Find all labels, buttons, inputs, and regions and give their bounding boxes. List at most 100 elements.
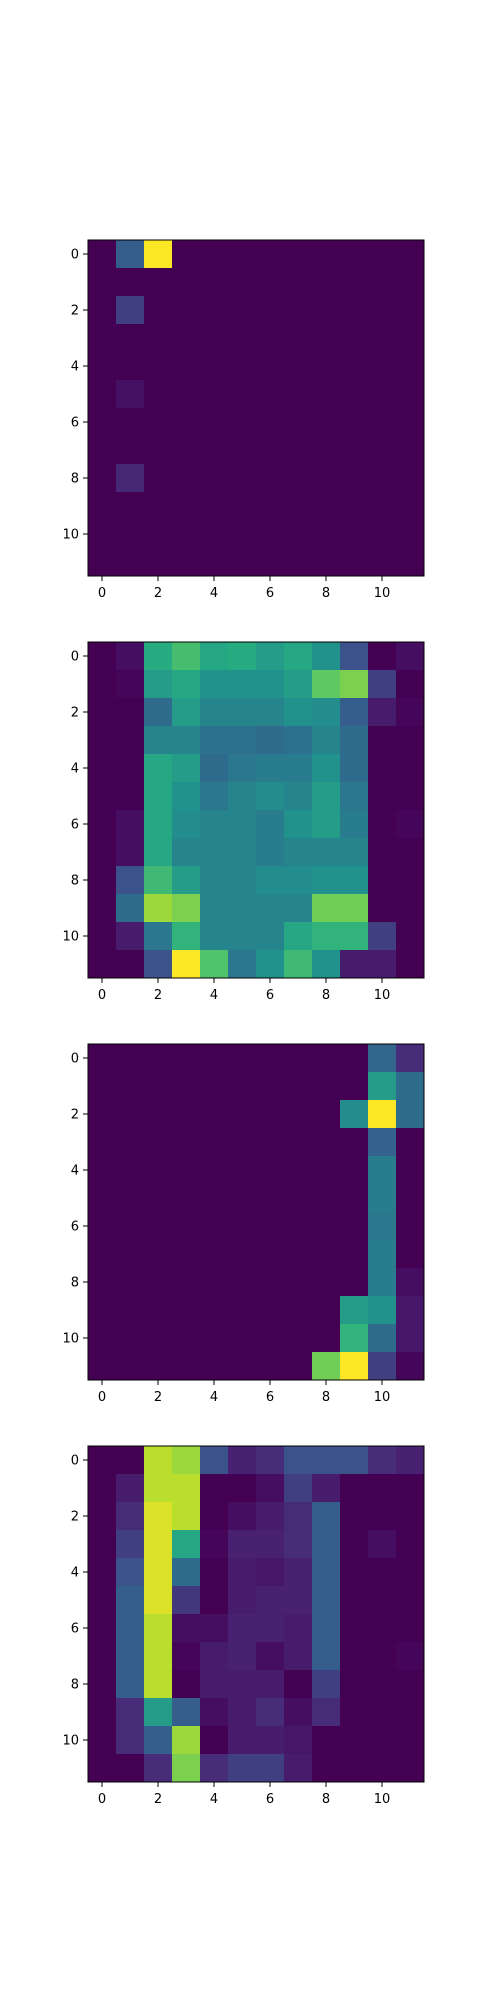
heatmap-cell [256,1156,285,1185]
heatmap-cell [284,782,313,811]
heatmap-cell [284,1698,313,1727]
heatmap-cell [116,296,145,325]
heatmap-cell [200,268,229,297]
heatmap-cell [396,810,425,839]
heatmap-cell [144,1268,173,1297]
heatmap-cell [312,1352,341,1381]
heatmap-cell [200,1614,229,1643]
heatmap-cell [284,1324,313,1353]
heatmap-cell [116,1128,145,1157]
heatmap-cell [200,698,229,727]
heatmap-cell [88,1614,117,1643]
heatmap-cell [88,1100,117,1129]
y-tick-label: 6 [71,1622,79,1637]
heatmap-cell [172,1586,201,1615]
heatmap-cell [368,754,397,783]
heatmap-cell [88,1296,117,1325]
heatmap-cell [340,1184,369,1213]
heatmap-cell [116,268,145,297]
heatmap-cell [88,352,117,381]
heatmap-cell [88,1212,117,1241]
heatmap-cell [116,1530,145,1559]
heatmap-cell [200,838,229,867]
heatmap-cell [284,1156,313,1185]
heatmap-cell [312,296,341,325]
heatmap-cell [88,268,117,297]
heatmap-cell [88,1128,117,1157]
heatmap-cell [312,492,341,521]
heatmap-cell [228,1100,257,1129]
heatmap-cell [284,1558,313,1587]
heatmap-cell [312,436,341,465]
heatmap-cell [88,464,117,493]
heatmap-cell [368,464,397,493]
x-tick-label: 10 [374,1792,391,1807]
heatmap-cell [284,296,313,325]
heatmap-cell [172,726,201,755]
heatmap-cell [228,1352,257,1381]
heatmap-cell [200,642,229,671]
heatmap-cell [88,1754,117,1783]
heatmap-cell [228,810,257,839]
heatmap-cell [88,492,117,521]
heatmap-cell [88,950,117,979]
heatmap-cell [312,1240,341,1269]
heatmap-cell [144,464,173,493]
heatmap-cell [144,1240,173,1269]
y-tick-label: 4 [71,1164,79,1179]
heatmap-cell [200,1754,229,1783]
heatmap-cell [256,520,285,549]
heatmap-cell [228,1754,257,1783]
heatmap-cell [340,838,369,867]
x-tick-label: 6 [266,586,274,601]
heatmap-cell [172,1754,201,1783]
heatmap-cell [284,866,313,895]
heatmap-cell [88,754,117,783]
heatmap-cell [396,894,425,923]
heatmap-cell [144,380,173,409]
heatmap-cell [368,1502,397,1531]
heatmap-cell [228,464,257,493]
heatmap-cell [88,1184,117,1213]
heatmap-cell [200,1268,229,1297]
y-tick-label: 6 [71,818,79,833]
y-tick-label: 0 [71,650,79,665]
heatmap-cell [200,670,229,699]
x-tick-label: 0 [98,1390,106,1405]
heatmap-cell [116,1044,145,1073]
heatmap-cell [172,1642,201,1671]
heatmap-cell [368,1446,397,1475]
x-tick-label: 6 [266,988,274,1003]
heatmap-cell [396,1240,425,1269]
heatmap-cell [312,1502,341,1531]
heatmap-cell [368,1586,397,1615]
heatmap-cell [116,1072,145,1101]
heatmap-cell [340,1698,369,1727]
heatmap-cell [116,352,145,381]
heatmap-cell [228,670,257,699]
heatmap-cell [256,838,285,867]
heatmap-cell [116,782,145,811]
heatmap-cell [144,520,173,549]
heatmap-cell [368,1530,397,1559]
heatmap-cell [200,296,229,325]
heatmap-cell [256,1240,285,1269]
heatmap-cell [340,464,369,493]
heatmap-cell [340,782,369,811]
heatmap-cell [88,548,117,577]
heatmap-cell [116,1586,145,1615]
heatmap-cell [340,408,369,437]
heatmap-cell [172,950,201,979]
heatmap-cell [172,1530,201,1559]
heatmap-cell [228,352,257,381]
heatmap-cell [396,1670,425,1699]
heatmap-cell [312,838,341,867]
heatmap-cell [368,1474,397,1503]
heatmap-cell [284,810,313,839]
heatmap-cell [284,1352,313,1381]
heatmap-cell [396,838,425,867]
heatmap-cell [200,1044,229,1073]
x-tick-label: 2 [154,586,162,601]
heatmap-cell [200,464,229,493]
heatmap-cell [340,1212,369,1241]
